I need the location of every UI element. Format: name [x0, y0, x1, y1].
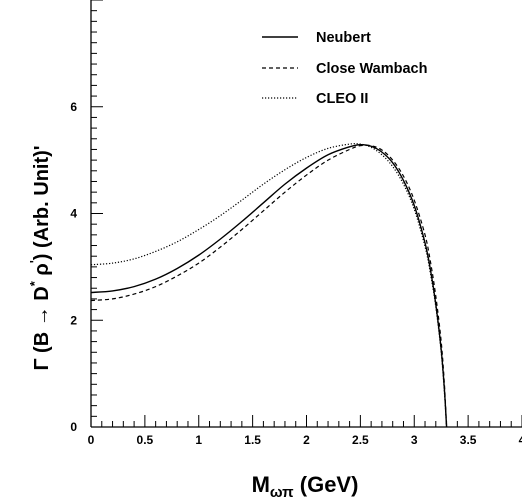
y-tick-label: 6 [70, 100, 77, 114]
x-tick-label: 0 [88, 433, 95, 447]
y-tick-label: 0 [70, 420, 77, 434]
legend-label: CLEO II [316, 91, 368, 107]
x-axis-title: Mωπ (GeV) [252, 472, 359, 501]
x-tick-label: 2 [303, 433, 310, 447]
series-line-close-wambach [90, 144, 448, 428]
series-line-cleo-ii [90, 143, 448, 428]
ticks: 0 0.5 1 1.5 2 2.5 3 3.5 4 0 2 4 6 [70, 0, 522, 447]
legend-label: Neubert [316, 30, 371, 46]
y-tick-label: 4 [70, 207, 77, 221]
legend-label: Close Wambach [316, 61, 427, 77]
y-axis-title: Γ (B → D* ρ') (Arb. Unit)' [27, 145, 53, 370]
x-tick-label: 1.5 [244, 433, 261, 447]
y-tick-label: 2 [70, 313, 77, 327]
series-line-neubert [90, 143, 448, 428]
x-tick-label: 2.5 [352, 433, 369, 447]
x-tick-label: 1 [195, 433, 202, 447]
x-tick-label: 3.5 [460, 433, 477, 447]
x-tick-label: 0.5 [137, 433, 154, 447]
x-tick-label: 4 [519, 433, 522, 447]
series-layer [90, 143, 448, 428]
x-tick-label: 3 [411, 433, 418, 447]
legend: Neubert Close Wambach CLEO II [262, 30, 427, 107]
